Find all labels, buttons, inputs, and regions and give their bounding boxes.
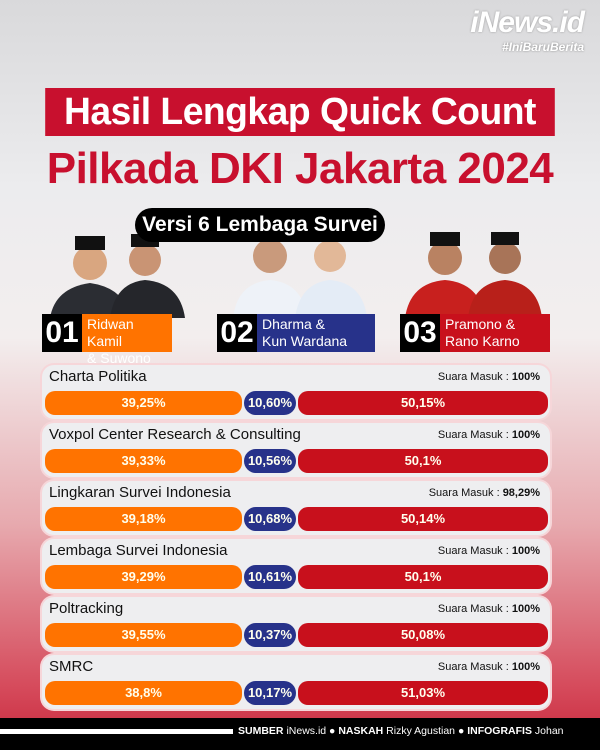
bar-candidate-02: 10,17% xyxy=(244,681,296,705)
suara-value: 100% xyxy=(511,371,540,383)
version-badge: Versi 6 Lembaga Survei xyxy=(135,208,385,242)
survey-card: Lembaga Survei Indonesia Suara Masuk : 1… xyxy=(42,539,550,593)
candidate-02-photo xyxy=(233,239,367,318)
survey-name: Voxpol Center Research & Consulting xyxy=(49,426,301,443)
survey-name: Lembaga Survei Indonesia xyxy=(49,542,228,559)
candidate-02-number: 02 xyxy=(217,314,257,352)
logo-text: iNews.id xyxy=(470,6,585,39)
naskah-label: NASKAH xyxy=(338,725,384,737)
survey-card: Poltracking Suara Masuk : 100% 39,55% 10,3… xyxy=(42,597,550,651)
bar-candidate-02: 10,56% xyxy=(244,449,296,473)
footer-credits: SUMBER iNews.id ● NASKAH Rizky Agustian … xyxy=(238,723,564,739)
suara-masuk: Suara Masuk : 100% xyxy=(438,371,540,383)
survey-card: Voxpol Center Research & Consulting Suar… xyxy=(42,423,550,477)
suara-masuk: Suara Masuk : 98,29% xyxy=(429,487,540,499)
suara-label: Suara Masuk : xyxy=(437,371,512,383)
suara-label: Suara Masuk : xyxy=(428,487,503,499)
suara-masuk: Suara Masuk : 100% xyxy=(438,545,540,557)
tagline: #IniBaruBerita xyxy=(501,40,584,54)
candidate-01-number: 01 xyxy=(42,314,82,352)
bar-candidate-01: 39,29% xyxy=(45,565,242,589)
bar-candidate-03: 50,1% xyxy=(298,565,548,589)
infografis-label: INFOGRAFIS xyxy=(467,725,532,737)
suara-label: Suara Masuk : xyxy=(437,661,512,673)
name-line: Pramono & xyxy=(445,316,516,332)
survey-card: SMRC Suara Masuk : 100% 38,8% 10,17% 51,03% xyxy=(42,655,550,709)
bar-candidate-03: 51,03% xyxy=(298,681,548,705)
footer-line xyxy=(0,729,233,734)
suara-label: Suara Masuk : xyxy=(437,429,512,441)
candidate-03-photo xyxy=(405,232,542,318)
suara-value: 100% xyxy=(511,661,540,673)
suara-label: Suara Masuk : xyxy=(437,545,512,557)
title-line-1: Hasil Lengkap Quick Count xyxy=(45,88,555,136)
bar-candidate-01: 39,18% xyxy=(45,507,242,531)
candidate-03-name: Pramono & Rano Karno xyxy=(440,314,550,352)
bar-candidate-03: 50,08% xyxy=(298,623,548,647)
suara-value: 100% xyxy=(511,603,540,615)
bar-candidate-01: 39,55% xyxy=(45,623,242,647)
suara-label: Suara Masuk : xyxy=(437,603,512,615)
candidate-02-name: Dharma & Kun Wardana xyxy=(257,314,375,352)
bar-candidate-03: 50,1% xyxy=(298,449,548,473)
separator: ● xyxy=(329,725,336,737)
bar-candidate-01: 39,33% xyxy=(45,449,242,473)
survey-card: Lingkaran Survei Indonesia Suara Masuk :… xyxy=(42,481,550,535)
bar-candidate-02: 10,37% xyxy=(244,623,296,647)
candidate-03-number: 03 xyxy=(400,314,440,352)
name-line: Ridwan Kamil xyxy=(87,316,134,349)
separator: ● xyxy=(457,725,465,737)
name-line: Dharma & xyxy=(262,316,326,332)
brand-logo: iNews.id #IniBaruBerita xyxy=(470,6,585,54)
suara-masuk: Suara Masuk : 100% xyxy=(438,429,540,441)
suara-masuk: Suara Masuk : 100% xyxy=(438,661,540,673)
name-line: Kun Wardana xyxy=(262,333,348,349)
survey-name: Poltracking xyxy=(49,600,124,617)
suara-value: 100% xyxy=(511,545,540,557)
survey-card: Charta Politika Suara Masuk : 100% 39,25%… xyxy=(42,365,550,419)
candidate-01-photo xyxy=(50,234,185,318)
survey-name: Lingkaran Survei Indonesia xyxy=(49,484,231,501)
survey-name: SMRC xyxy=(49,658,94,675)
bar-candidate-01: 39,25% xyxy=(45,391,242,415)
bar-candidate-01: 38,8% xyxy=(45,681,242,705)
suara-value: 98,29% xyxy=(502,487,540,499)
bar-candidate-02: 10,60% xyxy=(244,391,296,415)
sumber: iNews.id xyxy=(286,725,327,737)
infografis: Johan xyxy=(534,725,564,737)
suara-masuk: Suara Masuk : 100% xyxy=(438,603,540,615)
name-line: & Suwono xyxy=(87,350,151,366)
survey-name: Charta Politika xyxy=(49,368,147,385)
bar-candidate-03: 50,15% xyxy=(298,391,548,415)
name-line: Rano Karno xyxy=(445,333,520,349)
bar-candidate-02: 10,68% xyxy=(244,507,296,531)
suara-value: 100% xyxy=(511,429,540,441)
naskah: Rizky Agustian xyxy=(386,725,456,737)
footer xyxy=(0,718,600,750)
bar-candidate-02: 10,61% xyxy=(244,565,296,589)
sumber-label: SUMBER xyxy=(238,725,284,737)
bar-candidate-03: 50,14% xyxy=(298,507,548,531)
title-line-2: Pilkada DKI Jakarta 2024 xyxy=(46,144,554,193)
candidate-01-name: Ridwan Kamil & Suwono xyxy=(82,314,172,366)
